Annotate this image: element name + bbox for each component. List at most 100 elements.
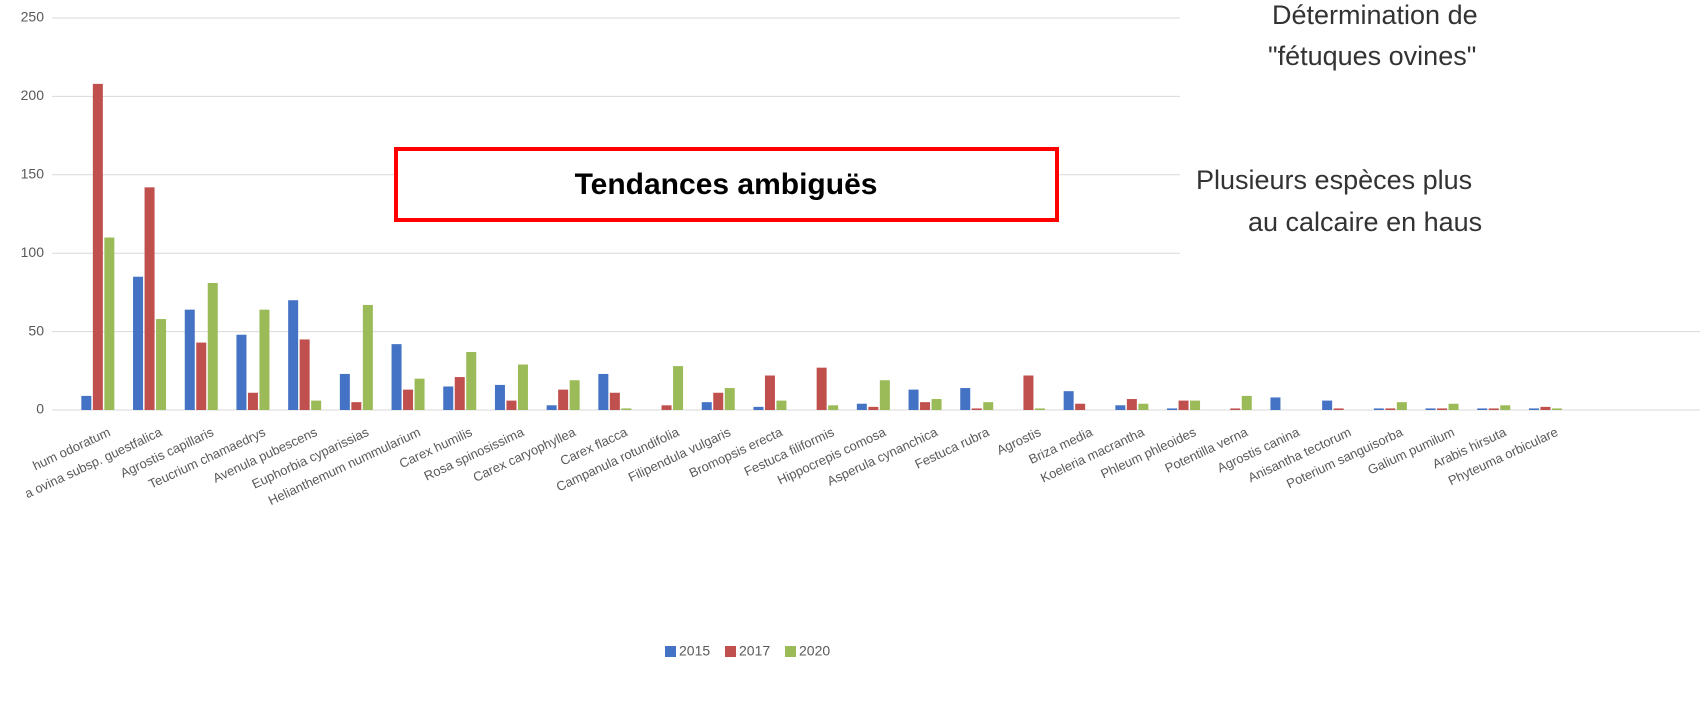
bar bbox=[247, 392, 258, 410]
bar bbox=[517, 364, 528, 410]
side-text: Détermination de bbox=[1272, 0, 1478, 30]
bar bbox=[207, 282, 218, 410]
bar bbox=[288, 300, 299, 410]
legend-swatch bbox=[785, 646, 796, 657]
bar bbox=[454, 377, 465, 410]
bar bbox=[1138, 403, 1149, 410]
bar bbox=[1075, 403, 1086, 410]
side-text: "fétuques ovines" bbox=[1268, 41, 1476, 71]
bar bbox=[816, 367, 827, 410]
bar bbox=[609, 392, 620, 410]
bar bbox=[236, 334, 247, 410]
bar bbox=[414, 378, 425, 410]
bar bbox=[104, 237, 115, 410]
bar bbox=[753, 406, 764, 410]
bar bbox=[1178, 400, 1189, 410]
bar bbox=[558, 389, 569, 410]
bar bbox=[156, 319, 167, 410]
bar bbox=[1034, 408, 1045, 410]
bar bbox=[1528, 408, 1539, 410]
bar bbox=[1437, 408, 1448, 410]
bar bbox=[1167, 408, 1178, 410]
legend-label: 2020 bbox=[799, 643, 830, 659]
bar bbox=[971, 408, 982, 410]
bar bbox=[713, 392, 724, 410]
bar bbox=[569, 380, 580, 410]
bar bbox=[776, 400, 787, 410]
bar bbox=[764, 375, 775, 410]
bar bbox=[1425, 408, 1436, 410]
bar bbox=[299, 339, 310, 410]
bar bbox=[403, 389, 414, 410]
bar bbox=[391, 344, 402, 410]
bar bbox=[724, 388, 735, 410]
bar bbox=[466, 351, 477, 410]
bar bbox=[1448, 403, 1459, 410]
bar bbox=[960, 388, 971, 410]
bar bbox=[1551, 408, 1562, 410]
bar bbox=[1477, 408, 1488, 410]
bar bbox=[144, 187, 155, 410]
bar bbox=[879, 380, 890, 410]
bar bbox=[908, 389, 919, 410]
bar bbox=[1023, 375, 1034, 410]
y-tick-label: 100 bbox=[21, 244, 45, 260]
legend-swatch bbox=[725, 646, 736, 657]
bar bbox=[133, 276, 144, 410]
bar bbox=[362, 304, 373, 410]
bar bbox=[1063, 391, 1074, 410]
y-tick-label: 50 bbox=[28, 322, 44, 338]
legend-label: 2017 bbox=[739, 643, 770, 659]
bar bbox=[931, 399, 942, 410]
y-tick-label: 0 bbox=[36, 401, 44, 417]
bar bbox=[598, 373, 609, 410]
bar bbox=[868, 406, 879, 410]
bar bbox=[1385, 408, 1396, 410]
grid bbox=[52, 17, 1700, 411]
bar bbox=[546, 405, 557, 410]
y-tick-label: 250 bbox=[21, 9, 45, 25]
bar bbox=[196, 342, 207, 410]
bar bbox=[828, 405, 839, 410]
bar bbox=[494, 384, 505, 410]
bar bbox=[351, 402, 362, 410]
bar bbox=[1270, 397, 1281, 410]
bar bbox=[920, 402, 931, 410]
side-text: Plusieurs espèces plus bbox=[1196, 165, 1472, 195]
legend-swatch bbox=[665, 646, 676, 657]
bar bbox=[339, 373, 350, 410]
bar bbox=[983, 402, 994, 410]
y-tick-label: 150 bbox=[21, 166, 45, 182]
annotation: Tendances ambiguës bbox=[575, 168, 878, 201]
bar bbox=[856, 403, 867, 410]
bar bbox=[621, 408, 632, 410]
bar bbox=[443, 386, 454, 410]
bar bbox=[661, 405, 672, 410]
bar bbox=[1500, 405, 1511, 410]
bar bbox=[1115, 405, 1126, 410]
bar bbox=[311, 400, 322, 410]
bar bbox=[1488, 408, 1499, 410]
bar bbox=[506, 400, 517, 410]
side-text: au calcaire en haus bbox=[1248, 207, 1482, 237]
bar bbox=[81, 395, 92, 410]
bar bbox=[184, 309, 195, 410]
side-text-bg bbox=[1180, 0, 1700, 255]
bar bbox=[1540, 406, 1551, 410]
bar bbox=[1241, 395, 1252, 410]
bar bbox=[1322, 400, 1333, 410]
bar bbox=[1126, 399, 1137, 410]
annotation-box bbox=[394, 147, 1059, 222]
bar bbox=[1373, 408, 1384, 410]
bar bbox=[1190, 400, 1201, 410]
legend-label: 2015 bbox=[679, 643, 710, 659]
bar bbox=[1333, 408, 1344, 410]
bar bbox=[259, 309, 270, 410]
y-tick-label: 200 bbox=[21, 87, 45, 103]
bar bbox=[673, 366, 684, 410]
bar bbox=[92, 83, 103, 410]
bar bbox=[701, 402, 712, 410]
bar bbox=[1396, 402, 1407, 410]
